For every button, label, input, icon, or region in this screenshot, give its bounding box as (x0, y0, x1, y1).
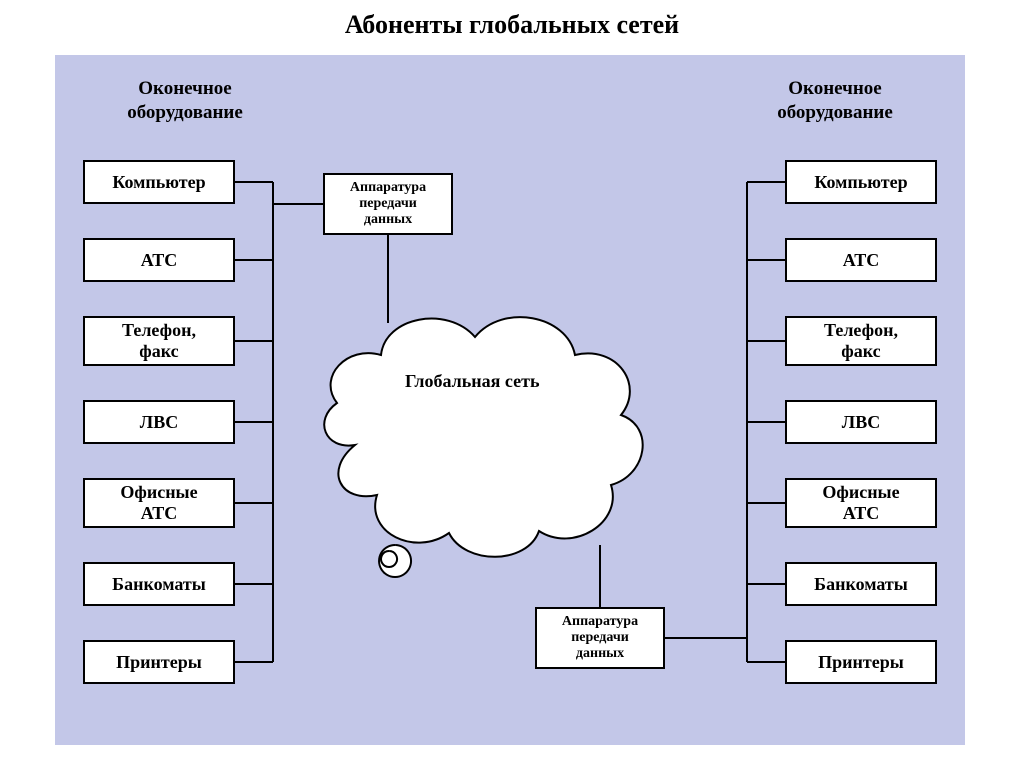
cloud-label: Глобальная сеть (405, 371, 539, 392)
right-device-0: Компьютер (785, 160, 937, 204)
page-title: Абоненты глобальных сетей (0, 10, 1024, 40)
right-heading: Оконечноеоборудование (755, 77, 915, 125)
apd-bottom: Аппаратурапередачиданных (535, 607, 665, 669)
right-device-4: ОфисныеАТС (785, 478, 937, 528)
right-device-1: АТС (785, 238, 937, 282)
left-device-3: ЛВС (83, 400, 235, 444)
left-device-1: АТС (83, 238, 235, 282)
diagram-panel: Оконечноеоборудование Оконечноеоборудова… (55, 55, 965, 745)
right-device-6: Принтеры (785, 640, 937, 684)
left-heading: Оконечноеоборудование (105, 77, 265, 125)
right-device-2: Телефон,факс (785, 316, 937, 366)
left-device-5: Банкоматы (83, 562, 235, 606)
apd-top: Аппаратурапередачиданных (323, 173, 453, 235)
left-device-6: Принтеры (83, 640, 235, 684)
left-device-4: ОфисныеАТС (83, 478, 235, 528)
left-device-0: Компьютер (83, 160, 235, 204)
right-device-3: ЛВС (785, 400, 937, 444)
right-device-5: Банкоматы (785, 562, 937, 606)
left-device-2: Телефон,факс (83, 316, 235, 366)
